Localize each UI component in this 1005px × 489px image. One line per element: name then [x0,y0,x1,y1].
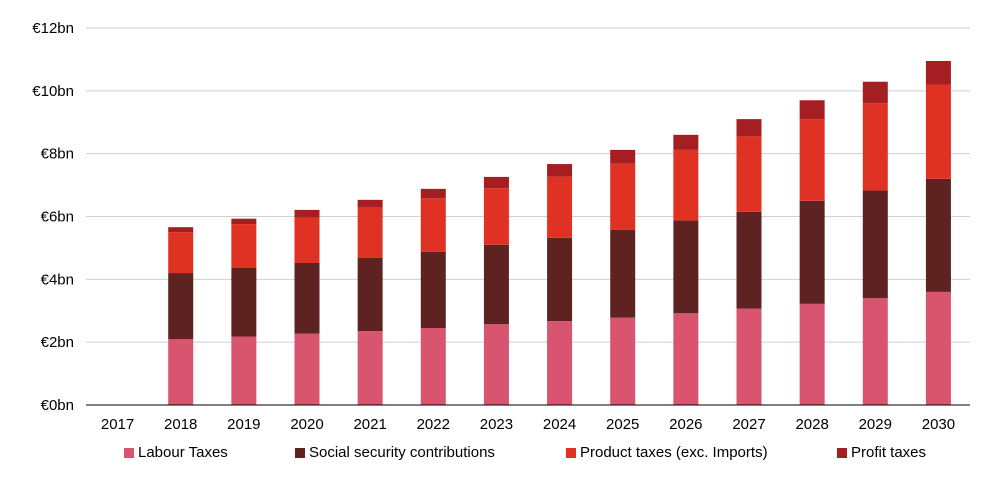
bars [168,60,951,405]
legend-item-labour-taxes: Labour Taxes [124,444,228,461]
legend-label-profit-taxes: Profit taxes [851,444,927,461]
bar-segment [357,331,383,405]
bar-segment [231,268,257,337]
y-tick-label: €0bn [41,397,74,414]
bar-segment [420,188,446,199]
x-tick-label: 2026 [669,416,702,433]
bar-segment [610,163,636,230]
bar-segment [862,298,888,405]
bar-segment [547,237,573,322]
legend-swatch-labour-taxes [124,447,134,458]
x-tick-label: 2028 [795,416,828,433]
legend-label-labour-taxes: Labour Taxes [138,444,228,461]
bar-segment [483,324,509,405]
legend-item-product-taxes: Product taxes (exc. Imports) [566,444,768,461]
bar-segment [862,103,888,191]
x-tick-label: 2027 [732,416,765,433]
x-tick-label: 2022 [417,416,450,433]
y-tick-label: €6bn [41,209,74,226]
x-tick-label: 2020 [290,416,323,433]
x-tick-label: 2025 [606,416,639,433]
bar-segment [547,176,573,238]
bar-segment [420,328,446,405]
bar-segment [799,100,825,120]
x-tick-label: 2021 [353,416,386,433]
x-tick-label: 2019 [227,416,260,433]
x-axis-tick-labels: 2017 2018 2019 2020 2021 2022 2023 2024 2025 2026… [101,416,955,433]
bar-segment [925,291,951,405]
bar-segment [420,251,446,329]
bar-segment [547,164,573,177]
bar-segment [231,336,257,405]
x-tick-label: 2017 [101,416,134,433]
bar-segment [799,200,825,304]
bar-segment [168,273,194,340]
bar-segment [357,207,383,258]
bar-segment [294,217,320,263]
bar-segment [420,198,446,252]
y-axis-tick-labels: €0bn €2bn €4bn €6bn €8bn €10bn €12bn [32,20,74,414]
bar-segment [862,81,888,104]
y-tick-label: €10bn [32,83,74,100]
bar-segment [294,209,320,218]
y-tick-label: €12bn [32,20,74,37]
legend-item-social-security: Social security contributions [295,444,495,461]
bar-segment [673,220,699,314]
legend-label-social-security: Social security contributions [309,444,495,461]
bar-segment [357,199,383,208]
bar-segment [357,257,383,332]
bar-segment [799,119,825,201]
x-tick-label: 2018 [164,416,197,433]
y-tick-label: €8bn [41,146,74,163]
bar-segment [168,227,194,233]
bar-segment [610,149,636,164]
y-tick-label: €4bn [41,271,74,288]
bar-segment [799,303,825,405]
legend-item-profit-taxes: Profit taxes [837,444,926,461]
legend-swatch-product-taxes [566,447,576,458]
bar-segment [736,119,762,137]
bar-segment [925,84,951,179]
x-tick-label: 2030 [922,416,955,433]
bar-segment [673,313,699,405]
bar-segment [294,333,320,405]
y-tick-label: €2bn [41,334,74,351]
bar-segment [610,317,636,405]
legend: Labour Taxes Social security contributio… [0,444,1005,468]
bar-segment [862,190,888,299]
legend-label-product-taxes: Product taxes (exc. Imports) [580,444,768,461]
bar-segment [925,178,951,292]
bar-segment [736,211,762,309]
bar-segment [736,136,762,212]
bar-segment [483,244,509,325]
bar-segment [231,218,257,225]
bar-segment [168,339,194,405]
bar-segment [483,188,509,245]
bar-segment [673,149,699,221]
bar-segment [673,134,699,150]
gridlines [86,27,970,343]
x-tick-label: 2029 [859,416,892,433]
bar-segment [610,229,636,318]
bar-segment [547,321,573,405]
bar-segment [294,262,320,334]
x-tick-label: 2024 [543,416,576,433]
bar-segment [925,60,951,85]
bar-segment [231,224,257,269]
bar-segment [483,176,509,189]
x-tick-label: 2023 [480,416,513,433]
legend-swatch-profit-taxes [837,447,847,458]
bar-segment [736,308,762,405]
legend-swatch-social-security [295,447,305,458]
bar-segment [168,232,194,274]
